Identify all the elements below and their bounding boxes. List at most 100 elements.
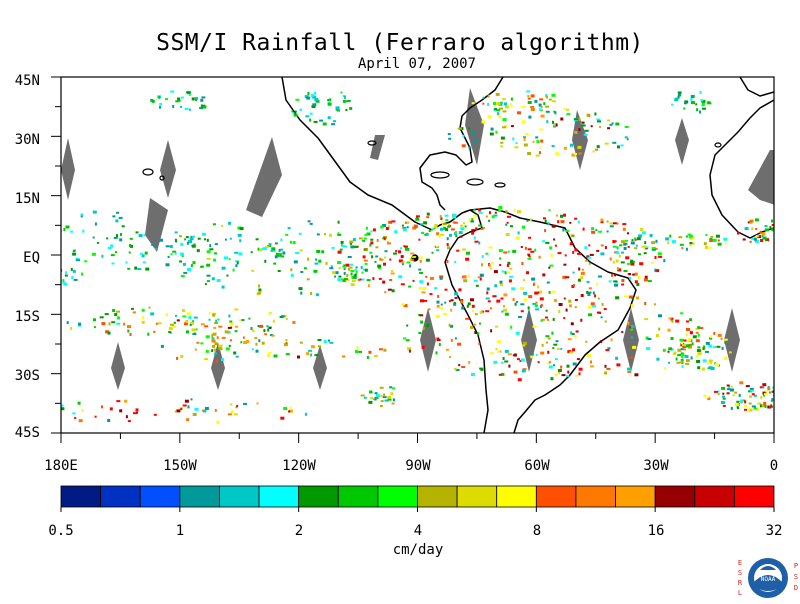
rain-pixel <box>763 392 767 395</box>
latitude-labels: 45N 30N 15N EQ 15S 30S 45S <box>15 73 40 441</box>
rain-pixel <box>439 276 443 280</box>
rain-pixel <box>607 127 611 130</box>
rain-pixel <box>744 400 747 404</box>
rain-pixel <box>726 384 730 387</box>
rain-pixel <box>707 246 712 249</box>
colorbar-swatch <box>496 485 537 508</box>
rain-pixel <box>781 396 784 399</box>
rain-pixel <box>64 271 67 275</box>
rain-pixel <box>794 399 798 401</box>
rain-pixel <box>33 213 35 215</box>
rain-pixel <box>504 102 507 106</box>
rain-pixel <box>590 125 593 128</box>
rain-pixel <box>478 241 481 245</box>
rain-pixel <box>201 96 206 99</box>
rain-pixel <box>251 269 255 272</box>
rain-pixel <box>552 123 557 126</box>
rain-pixel <box>292 112 295 115</box>
rain-pixel <box>137 268 142 271</box>
rain-pixel <box>299 341 303 344</box>
rain-pixel <box>607 119 610 122</box>
rain-pixel <box>353 274 357 277</box>
rain-pixel <box>343 278 348 280</box>
rain-pixel <box>749 389 754 392</box>
rain-pixel <box>323 233 326 236</box>
rain-pixel <box>342 265 347 268</box>
rain-pixel <box>555 340 559 343</box>
rain-pixel <box>498 210 502 212</box>
rain-pixel <box>654 268 657 272</box>
rain-pixel <box>105 330 110 334</box>
rain-pixel <box>371 255 374 259</box>
rain-pixel <box>504 105 509 109</box>
rain-pixel <box>592 150 595 153</box>
rain-pixel <box>200 265 204 268</box>
rain-pixel <box>348 267 351 271</box>
rain-pixel <box>158 95 161 99</box>
rain-pixel <box>749 387 754 390</box>
rain-pixel <box>226 274 229 277</box>
rain-pixel <box>665 237 670 241</box>
rain-pixel <box>415 215 420 218</box>
rain-pixel <box>696 108 699 112</box>
rain-pixel <box>375 255 379 258</box>
rain-pixel <box>312 95 317 99</box>
rain-pixel <box>295 252 300 254</box>
rain-pixel <box>461 366 466 368</box>
rain-pixel <box>615 296 620 300</box>
rain-pixel <box>629 326 632 329</box>
rain-pixel <box>172 104 175 108</box>
rain-pixel <box>193 316 198 319</box>
rain-pixel <box>349 240 354 244</box>
rain-pixel <box>426 324 430 327</box>
rain-pixel <box>551 224 556 228</box>
north-america-east-coast <box>419 77 504 211</box>
rain-pixel <box>424 233 427 236</box>
rain-pixel <box>517 231 520 235</box>
rain-pixel <box>51 280 55 282</box>
rain-pixel <box>139 252 143 255</box>
rain-pixel <box>179 106 182 108</box>
rain-pixel <box>777 390 780 392</box>
lat-label: 30S <box>15 368 40 384</box>
rain-pixel <box>477 332 480 336</box>
rain-pixel <box>461 144 466 148</box>
rain-pixel <box>604 320 607 323</box>
rain-pixel <box>584 259 588 262</box>
rain-pixel <box>565 229 570 232</box>
colorbar-swatch <box>417 485 458 508</box>
rain-pixel <box>796 399 800 402</box>
rain-pixel <box>235 260 240 263</box>
rain-pixel <box>228 314 231 318</box>
rain-pixel <box>545 105 550 108</box>
rain-pixel <box>211 337 215 340</box>
rain-pixel <box>502 357 505 360</box>
rain-pixel <box>621 283 625 286</box>
rain-pixel <box>376 394 380 398</box>
rain-pixel <box>794 403 797 406</box>
rain-pixel <box>204 407 209 410</box>
rain-pixel <box>363 237 367 240</box>
rain-pixel <box>590 360 592 364</box>
rain-pixel <box>155 322 158 325</box>
rain-pixel <box>216 420 220 424</box>
rain-pixel <box>623 270 628 272</box>
rain-pixel <box>251 329 255 332</box>
rain-pixel <box>367 284 370 288</box>
rain-pixel <box>709 362 712 365</box>
rain-pixel <box>343 271 346 275</box>
rain-pixel <box>96 241 99 244</box>
rain-pixel <box>337 278 342 282</box>
rain-pixel <box>708 344 713 348</box>
rain-pixel <box>771 224 774 226</box>
rain-pixel <box>684 355 689 358</box>
rain-pixel <box>241 319 245 321</box>
rain-pixel <box>116 322 121 325</box>
rain-pixel <box>297 355 300 359</box>
rain-pixel <box>528 236 532 239</box>
rain-pixel <box>356 346 359 350</box>
logo-letter: S <box>794 573 798 581</box>
rain-pixel <box>695 103 698 106</box>
rain-pixel <box>267 354 271 357</box>
rain-pixel <box>737 231 739 235</box>
